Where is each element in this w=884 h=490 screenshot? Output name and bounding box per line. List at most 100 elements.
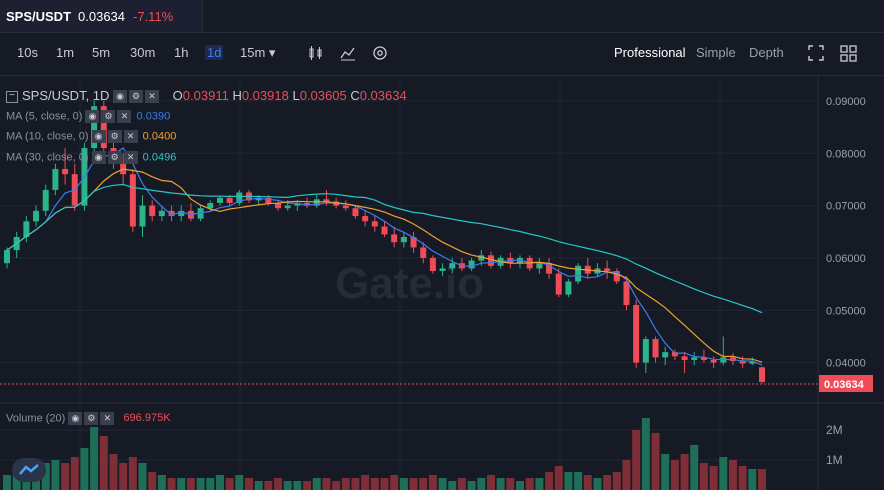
volume-bar xyxy=(535,478,544,490)
tradingview-logo-icon[interactable] xyxy=(12,458,46,482)
candle-body xyxy=(23,221,30,237)
volume-axis: 2M 1M xyxy=(826,423,843,467)
candle-body xyxy=(265,197,272,203)
candle-body xyxy=(487,255,494,266)
volume-bar xyxy=(516,481,525,490)
volume-bar xyxy=(322,478,331,490)
fullscreen-icon[interactable] xyxy=(808,45,824,66)
current-price-tag xyxy=(819,375,873,392)
candle-body xyxy=(100,106,107,149)
visibility-icon[interactable]: ◉ xyxy=(91,130,106,143)
settings-icon[interactable]: ⚙ xyxy=(107,130,122,143)
volume-bar xyxy=(467,481,476,490)
volume-tick-label: 1M xyxy=(826,453,843,467)
candle-body xyxy=(565,281,572,295)
volume-bar xyxy=(719,457,728,490)
candle-body xyxy=(342,205,349,209)
volume-bar xyxy=(177,478,186,490)
candle-body xyxy=(362,216,369,222)
volume-bar xyxy=(699,463,708,490)
candle-body xyxy=(691,357,698,360)
close-label: C xyxy=(350,88,360,103)
settings-icon[interactable]: ⚙ xyxy=(101,110,116,123)
candle-body xyxy=(158,210,165,217)
volume-bar xyxy=(254,481,263,490)
visibility-icon[interactable]: ◉ xyxy=(85,110,100,123)
price-tick-label: 0.04000 xyxy=(826,358,866,370)
current-price-label: 0.03634 xyxy=(824,379,865,391)
candle-body xyxy=(623,281,630,306)
volume-bar xyxy=(728,460,737,490)
price-tick-label: 0.07000 xyxy=(826,201,866,213)
ma5-line xyxy=(6,147,763,366)
volume-bar xyxy=(758,469,766,490)
layout-grid-icon[interactable] xyxy=(840,45,857,67)
candle-body xyxy=(575,265,582,282)
volume-bar xyxy=(525,478,534,490)
volume-bar xyxy=(477,478,486,490)
ma10-value: 0.0400 xyxy=(142,130,177,143)
interval-dropdown[interactable]: 15m ▾ xyxy=(240,45,276,60)
candle-body xyxy=(371,221,378,227)
chart-type-icon[interactable] xyxy=(340,45,356,66)
volume-bar xyxy=(90,427,99,490)
interval-1m[interactable]: 1m xyxy=(56,45,75,60)
collapse-icon[interactable]: − xyxy=(6,90,18,103)
ma10-legend: MA (10, close, 0) ◉ ⚙ ✕ 0.0400 xyxy=(6,130,176,143)
volume-bar xyxy=(564,472,573,490)
candle-body xyxy=(546,263,553,274)
interval-30m[interactable]: 30m xyxy=(130,45,156,60)
settings-icon[interactable]: ⚙ xyxy=(129,90,144,104)
volume-bar xyxy=(496,478,505,490)
candle-body xyxy=(536,263,543,269)
pair-name[interactable]: SPS/USDT xyxy=(6,8,72,24)
low-label: L xyxy=(292,88,300,103)
volume-bar xyxy=(119,463,128,490)
open-value: 0.03911 xyxy=(182,88,229,103)
volume-bar xyxy=(399,478,408,490)
settings-icon[interactable] xyxy=(372,45,388,66)
candle-body xyxy=(400,237,407,243)
volume-bar xyxy=(390,475,399,490)
interval-1h[interactable]: 1h xyxy=(174,45,189,60)
ma5-legend: MA (5, close, 0) ◉ ⚙ ✕ 0.0390 xyxy=(6,110,170,123)
close-icon[interactable]: ✕ xyxy=(145,90,160,104)
volume-bar xyxy=(99,436,108,490)
volume-bar xyxy=(670,460,679,490)
candle-body xyxy=(391,234,398,243)
volume-bar xyxy=(109,454,118,490)
volume-legend: Volume (20) ◉ ⚙ ✕ 696.975K xyxy=(6,412,171,425)
visibility-icon[interactable]: ◉ xyxy=(68,412,83,425)
close-icon[interactable]: ✕ xyxy=(123,130,138,143)
volume-bar xyxy=(80,448,89,490)
close-icon[interactable]: ✕ xyxy=(100,412,115,425)
interval-1d[interactable]: 1d xyxy=(205,45,224,60)
indicator-icon[interactable] xyxy=(308,45,324,66)
candle-body xyxy=(681,356,688,360)
interval-5m[interactable]: 5m xyxy=(92,45,111,60)
settings-icon[interactable]: ⚙ xyxy=(107,151,122,164)
volume-bar xyxy=(361,475,370,490)
candle-body xyxy=(255,197,262,201)
view-professional[interactable]: Professional xyxy=(614,45,686,60)
settings-icon[interactable]: ⚙ xyxy=(84,412,99,425)
volume-bar xyxy=(157,475,166,490)
volume-tick-label: 2M xyxy=(826,423,843,437)
volume-bar xyxy=(448,481,457,490)
price-change: -7.11% xyxy=(133,8,174,24)
price-axis: 0.09000 0.08000 0.07000 0.06000 0.05000 0.040… xyxy=(826,96,866,370)
ma30-label: MA (30, close, 0) xyxy=(6,151,89,164)
candle-body xyxy=(749,361,756,364)
volume-bar xyxy=(332,481,341,490)
volume-bar xyxy=(341,478,350,490)
close-icon[interactable]: ✕ xyxy=(123,151,138,164)
candle-body xyxy=(284,205,291,209)
volume-bar xyxy=(709,466,718,490)
volume-bars-layer xyxy=(3,418,766,490)
view-simple[interactable]: Simple xyxy=(696,45,736,60)
visibility-icon[interactable]: ◉ xyxy=(113,90,128,104)
close-icon[interactable]: ✕ xyxy=(117,110,132,123)
view-depth[interactable]: Depth xyxy=(749,45,784,60)
interval-10s[interactable]: 10s xyxy=(17,45,38,60)
visibility-icon[interactable]: ◉ xyxy=(91,151,106,164)
